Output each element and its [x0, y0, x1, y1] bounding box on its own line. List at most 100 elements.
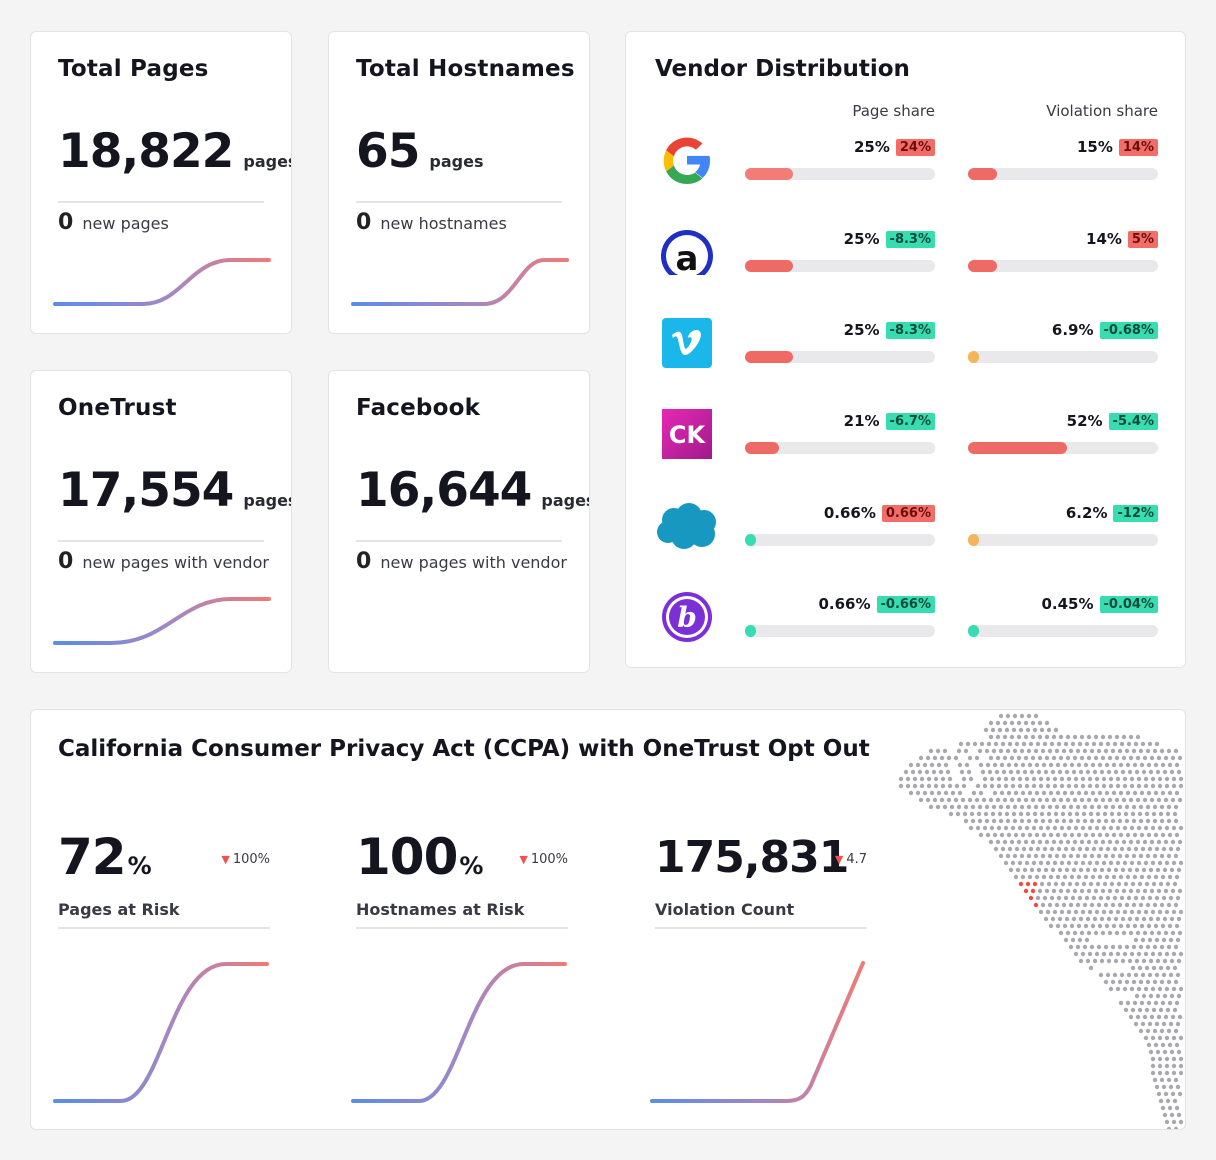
- page-share-badge: 0.66%: [881, 504, 935, 522]
- violation-share-value: 14%: [1086, 230, 1122, 248]
- card-value: 16,644 pages: [356, 463, 589, 518]
- page-share-value: 0.66%: [818, 595, 871, 613]
- page-share-track: [745, 534, 935, 546]
- violation-share-badge: -5.4%: [1108, 412, 1158, 430]
- page-share-value: 25%: [843, 230, 880, 248]
- vendor-row-amplitude[interactable]: a 25% -8.3% 14% 5%: [626, 224, 1185, 304]
- card-title: OneTrust: [58, 395, 177, 421]
- new-count: 0: [58, 210, 74, 235]
- kpi-hostnames-at-risk: 100% ▼ 100% Hostnames at Risk: [356, 828, 568, 933]
- violation-share-fill: [968, 351, 980, 363]
- card-value: 65 pages: [356, 124, 483, 179]
- svg-text:b: b: [677, 601, 697, 634]
- page-share-metric: 25% -8.3%: [745, 224, 935, 274]
- total-hostnames-card: Total Hostnames 65 pages 0 new hostnames: [328, 31, 590, 334]
- violation-share-metric: 6.9% -0.68%: [968, 315, 1158, 365]
- value-unit: pages: [541, 491, 589, 510]
- card-value: 18,822 pages: [58, 124, 291, 179]
- page-share-fill: [745, 442, 780, 454]
- new-label: new hostnames: [380, 214, 507, 233]
- vendor-row-salesforce[interactable]: 0.66% 0.66% 6.2% -12%: [626, 498, 1185, 578]
- violation-share-value: 52%: [1066, 412, 1103, 430]
- new-label: new pages: [82, 214, 169, 233]
- violation-share-metric: 14% 5%: [968, 224, 1158, 274]
- down-triangle-icon: ▼: [834, 853, 844, 866]
- vendor-row-bounce[interactable]: b 0.66% -0.66% 0.45% -0.04%: [626, 589, 1185, 667]
- vendor-distribution-card: Vendor Distribution Page share Violation…: [625, 31, 1186, 668]
- new-label: new pages with vendor: [380, 553, 567, 572]
- new-count: 0: [356, 549, 372, 574]
- page-share-metric: 25% -8.3%: [745, 315, 935, 365]
- kpi-label: Hostnames at Risk: [356, 900, 525, 919]
- violation-share-track: [968, 168, 1158, 180]
- value-number: 17,554: [58, 463, 234, 518]
- value-unit: pages: [243, 491, 291, 510]
- card-title: Total Pages: [58, 56, 209, 82]
- page-share-badge: -8.3%: [885, 230, 935, 248]
- vendor-row-vimeo[interactable]: 25% -8.3% 6.9% -0.68%: [626, 315, 1185, 395]
- card-subtitle: 0 new pages with vendor: [356, 549, 567, 574]
- card-value: 17,554 pages: [58, 463, 291, 518]
- page-share-metric: 25% 24%: [745, 132, 935, 182]
- new-count: 0: [58, 549, 74, 574]
- card-subtitle: 0 new pages: [58, 210, 169, 235]
- kpi-value: 175,831: [655, 832, 849, 883]
- kpi-label: Pages at Risk: [58, 900, 180, 919]
- divider: [356, 540, 562, 542]
- down-triangle-icon: ▼: [221, 853, 230, 866]
- violation-share-metric: 6.2% -12%: [968, 498, 1158, 548]
- amplitude-logo-icon: a: [659, 230, 715, 280]
- total-pages-card: Total Pages 18,822 pages 0 new pages: [30, 31, 292, 334]
- svg-text:a: a: [676, 239, 699, 279]
- vendor-distribution-title: Vendor Distribution: [655, 56, 910, 82]
- violation-share-badge: -0.68%: [1099, 321, 1158, 339]
- divider: [356, 201, 562, 203]
- new-label: new pages with vendor: [82, 553, 269, 572]
- page-share-fill: [745, 168, 793, 180]
- violation-share-badge: -12%: [1113, 504, 1158, 522]
- facebook-card: Facebook 16,644 pages 0 new pages with v…: [328, 370, 590, 673]
- down-triangle-icon: ▼: [519, 853, 528, 866]
- onetrust-card: OneTrust 17,554 pages 0 new pages with v…: [30, 370, 292, 673]
- page-share-fill: [745, 534, 757, 546]
- kpi-value: 100: [356, 828, 458, 886]
- vendor-row-convertkit[interactable]: CK 21% -6.7% 52% -5.4%: [626, 406, 1185, 486]
- kpi-delta: 100%: [530, 852, 568, 867]
- violation-share-track: [968, 351, 1158, 363]
- violation-share-metric: 15% 14%: [968, 132, 1158, 182]
- page-share-track: [745, 260, 935, 272]
- violation-share-value: 0.45%: [1041, 595, 1094, 613]
- divider: [356, 927, 568, 929]
- google-logo-icon: [663, 137, 710, 184]
- page-share-metric: 21% -6.7%: [745, 406, 935, 456]
- card-subtitle: 0 new pages with vendor: [58, 549, 269, 574]
- page-share-value: 0.66%: [823, 504, 876, 522]
- page-share-track: [745, 625, 935, 637]
- kpi-violation-count: 175,831 ▼ 4.7 Violation Count: [655, 828, 867, 933]
- violation-count-sparkline: [650, 961, 865, 1103]
- card-title: Facebook: [356, 395, 481, 421]
- violation-share-value: 15%: [1076, 138, 1113, 156]
- page-share-metric: 0.66% 0.66%: [745, 498, 935, 548]
- kpi-label: Violation Count: [655, 900, 795, 919]
- violation-share-value: 6.9%: [1051, 321, 1094, 339]
- vendor-row-google[interactable]: 25% 24% 15% 14%: [626, 132, 1185, 212]
- page-share-badge: -8.3%: [885, 321, 935, 339]
- violation-share-badge: 14%: [1118, 138, 1158, 156]
- new-count: 0: [356, 210, 372, 235]
- sparkline: [53, 597, 271, 645]
- page-share-fill: [745, 351, 793, 363]
- page-share-track: [745, 168, 935, 180]
- page-share-header: Page share: [852, 102, 935, 120]
- card-title: Total Hostnames: [356, 56, 575, 82]
- page-share-badge: 24%: [895, 138, 935, 156]
- violation-share-fill: [968, 442, 1067, 454]
- value-number: 18,822: [58, 124, 234, 179]
- page-share-value: 25%: [843, 321, 880, 339]
- kpi-suffix: %: [459, 852, 483, 880]
- card-subtitle: 0 new hostnames: [356, 210, 507, 235]
- kpi-delta: 4.7: [846, 852, 867, 867]
- divider: [655, 927, 867, 929]
- divider: [58, 927, 270, 929]
- page-share-value: 21%: [843, 412, 880, 430]
